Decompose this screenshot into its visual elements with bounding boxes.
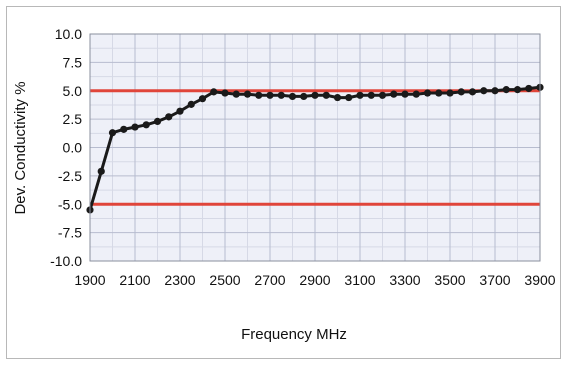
data-point [423, 89, 432, 97]
data-point [513, 86, 522, 94]
x-axis-title: Frequency MHz [241, 326, 347, 343]
data-point [165, 113, 173, 121]
data-point [288, 92, 297, 101]
data-point [356, 91, 364, 99]
x-tick-label: 2300 [164, 272, 195, 288]
y-tick-label: -7.5 [58, 225, 82, 241]
data-point [401, 90, 409, 98]
y-tick-label: 7.5 [63, 54, 83, 70]
x-tick-label: 3300 [389, 272, 420, 288]
x-tick-labels: 1900 2100 2300 2500 2700 2900 3100 3300 3500 3700… [74, 272, 555, 288]
data-point [255, 91, 263, 99]
y-axis-title: Dev. Conductivity % [12, 81, 29, 214]
y-tick-label: 2.5 [63, 111, 83, 127]
data-point [412, 90, 420, 98]
plot-border [89, 33, 541, 262]
x-tick-label: 3500 [434, 272, 465, 288]
data-point [153, 117, 162, 125]
data-point [176, 107, 184, 115]
y-tick-label: 10.0 [55, 26, 82, 42]
data-point [131, 123, 139, 131]
data-point [311, 91, 319, 99]
grid [89, 33, 541, 262]
data-point [97, 167, 105, 175]
data-point [322, 91, 330, 99]
data-point [300, 92, 308, 101]
data-point [446, 89, 454, 97]
data-point [221, 89, 229, 97]
data-point [367, 91, 375, 99]
data-point [198, 95, 207, 103]
data-point [142, 121, 150, 129]
data-point [525, 84, 533, 93]
data-point [108, 129, 117, 137]
x-tick-label: 2500 [209, 272, 240, 288]
data-point [491, 87, 499, 95]
x-tick-label: 3700 [479, 272, 510, 288]
data-point [390, 90, 398, 98]
data-point [187, 100, 195, 108]
data-point [468, 88, 477, 96]
y-tick-label: -10.0 [50, 253, 82, 269]
x-tick-label: 3900 [524, 272, 555, 288]
y-tick-label: -2.5 [58, 168, 82, 184]
data-point [232, 90, 240, 98]
data-point [502, 86, 510, 94]
y-tick-label: 0.0 [63, 140, 83, 156]
x-tick-label: 2100 [119, 272, 150, 288]
data-point [435, 89, 443, 97]
x-tick-label: 2700 [254, 272, 285, 288]
data-point [480, 87, 488, 95]
data-point [457, 88, 465, 96]
data-point [345, 93, 353, 102]
data-point [277, 91, 285, 99]
data-points [86, 83, 544, 214]
y-tick-label: -5.0 [58, 196, 82, 212]
data-point [266, 91, 274, 99]
y-tick-label: 5.0 [63, 83, 83, 99]
data-point [210, 88, 218, 96]
x-tick-label: 2900 [299, 272, 330, 288]
x-tick-label: 3100 [344, 272, 375, 288]
y-tick-labels: 10.0 7.5 5.0 2.5 0.0 -2.5 -5.0 -7.5 -10.0 [50, 26, 82, 269]
data-point [378, 91, 387, 99]
data-point [243, 90, 252, 98]
data-point [120, 125, 128, 133]
data-point [333, 93, 342, 102]
x-tick-label: 1900 [74, 272, 105, 288]
